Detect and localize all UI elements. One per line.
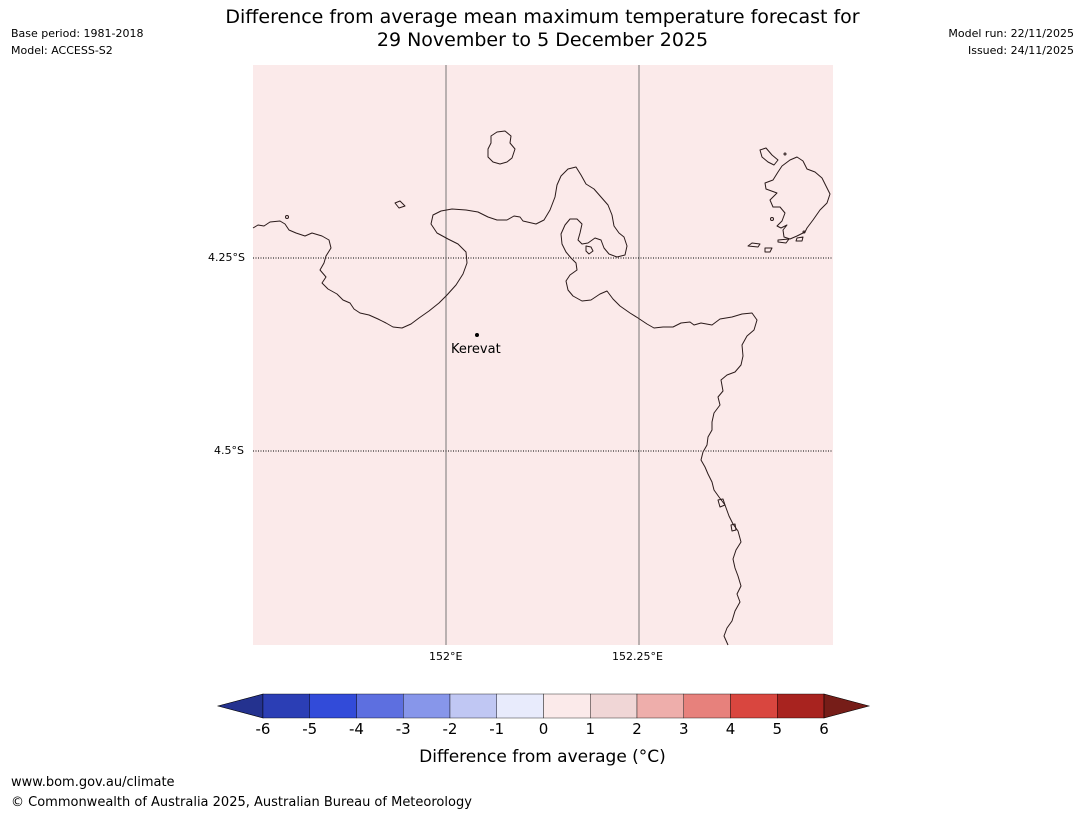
island-ne-small-1 (747, 242, 761, 248)
place-label-kerevat: Kerevat (451, 342, 501, 357)
islet-west (394, 200, 406, 209)
colorbar-tick-label: -1 (489, 720, 505, 738)
footer-website-link[interactable]: www.bom.gov.au/climate (11, 775, 175, 790)
lat-label-4-25s: 4.25°S (208, 251, 245, 264)
model-name-text: Model: ACCESS-S2 (11, 44, 113, 57)
islet-dot-ne-1 (783, 152, 787, 156)
base-period-text: Base period: 1981-2018 (11, 27, 144, 40)
colorbar-tick-label: -3 (395, 720, 411, 738)
colorbar-tick-label: -5 (302, 720, 318, 738)
colorbar-label: Difference from average (°C) (419, 747, 666, 767)
islet-bay (585, 245, 594, 255)
issued-date-text: Issued: 24/11/2025 (967, 44, 1074, 57)
islet-dot-ne-3 (802, 230, 806, 234)
lon-label-152-25e: 152.25°E (612, 650, 663, 663)
island-northeast (759, 147, 779, 166)
island-ne-small-2 (764, 247, 773, 253)
footer-copyright: © Commonwealth of Australia 2025, Austra… (11, 795, 472, 810)
model-run-text: Model run: 22/11/2025 (948, 27, 1074, 40)
lat-label-4-5s: 4.5°S (214, 444, 244, 457)
islet-se-1 (717, 498, 726, 508)
colorbar-tick-label: -4 (349, 720, 364, 738)
map-background (253, 65, 833, 645)
kerevat-marker (475, 333, 479, 337)
islet-se-2 (730, 523, 737, 532)
colorbar-tick-label: 5 (772, 720, 783, 738)
lon-label-152e: 152°E (429, 650, 463, 663)
colorbar-tick-label: 1 (585, 720, 596, 738)
colorbar-tick-label: -6 (255, 720, 271, 738)
island-north (487, 130, 516, 165)
colorbar-tick-label: -2 (442, 720, 458, 738)
colorbar-tick-label: 0 (538, 720, 549, 738)
colorbar-tick-label: 2 (632, 720, 642, 738)
island-northeast-large (764, 156, 831, 240)
page-title: Difference from average mean maximum tem… (0, 6, 1085, 52)
islet-dot-west (285, 215, 289, 219)
colorbar-tick-label: 3 (678, 720, 689, 738)
title-line-2: 29 November to 5 December 2025 (376, 29, 709, 51)
islet-dot-ne-2 (770, 217, 774, 221)
colorbar-tick-label: 4 (725, 720, 736, 738)
colorbar-tick-label: 6 (819, 720, 829, 738)
coastline-group (252, 130, 831, 646)
island-ne-small-4 (795, 236, 804, 242)
coastline-main (252, 166, 758, 646)
title-line-1: Difference from average mean maximum tem… (225, 6, 860, 28)
island-ne-small-3 (777, 238, 790, 244)
